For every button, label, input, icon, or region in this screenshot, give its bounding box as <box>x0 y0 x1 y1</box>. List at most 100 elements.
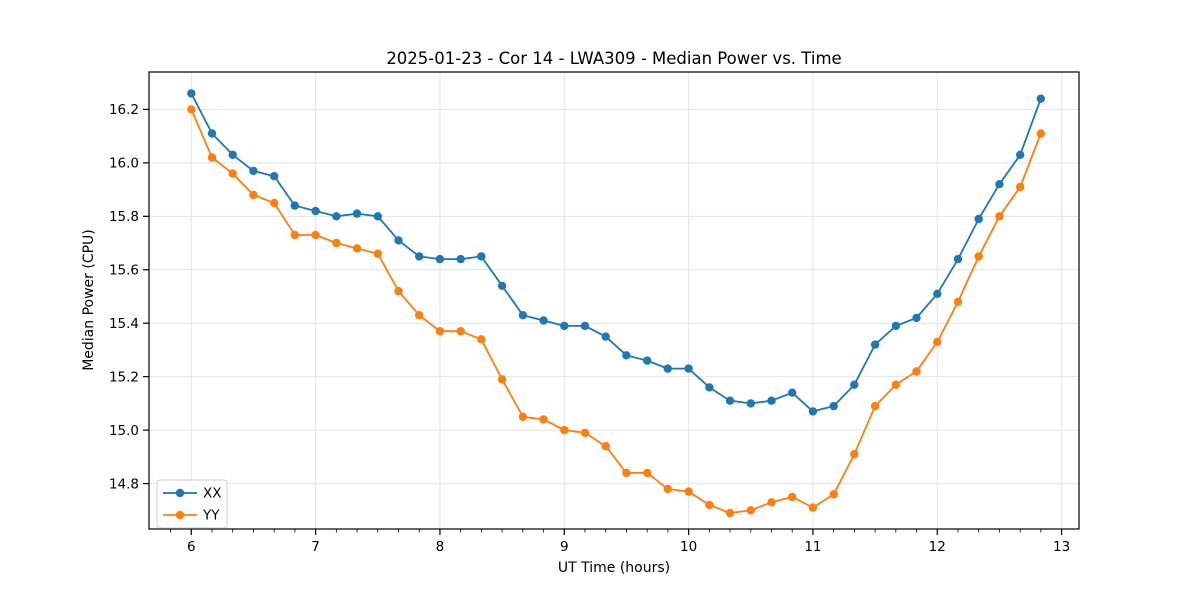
series-yy-marker <box>995 212 1004 221</box>
series-xx-marker <box>850 380 859 389</box>
series-yy-marker <box>767 498 776 507</box>
series-xx-marker <box>870 340 880 349</box>
series-xx-marker <box>394 236 403 245</box>
series-yy-marker <box>643 468 652 478</box>
series-yy-marker <box>912 367 921 376</box>
series-xx-marker <box>270 172 279 181</box>
plot-area: 6 7 8 9 10 11 12 13 14.8 15.0 15.2 15.4 15.6 15.8 16.0… <box>109 71 1080 555</box>
series-yy-line <box>190 109 1042 514</box>
series-yy-marker <box>953 297 963 306</box>
series-xx-marker <box>829 401 838 411</box>
x-tick-label: 12 <box>929 539 946 555</box>
y-tick-label: 16.0 <box>109 156 139 172</box>
series-xx-marker <box>788 388 797 397</box>
legend-label: XX <box>203 486 222 502</box>
series-xx-marker <box>953 254 963 264</box>
series-yy-marker <box>1036 129 1046 138</box>
series-yy-marker <box>477 335 486 344</box>
series-xx-marker <box>663 364 672 373</box>
series-xx-marker <box>580 321 590 331</box>
series-xx-marker <box>767 396 776 405</box>
series-yy-marker <box>601 442 610 451</box>
series-xx-marker <box>373 212 382 221</box>
series-xx-marker <box>477 252 486 261</box>
series-yy-marker <box>560 425 569 435</box>
y-tick-label: 15.2 <box>109 369 139 385</box>
series-yy-marker <box>497 375 507 384</box>
series-yy-marker <box>539 415 548 424</box>
series-yy-marker <box>332 238 341 248</box>
series-xx-marker <box>290 201 299 210</box>
gridlines <box>149 72 1079 529</box>
series-yy-marker <box>788 492 797 502</box>
series-xx-marker <box>912 313 921 323</box>
series-xx-marker <box>705 383 714 392</box>
series-xx-marker <box>207 129 217 138</box>
series-xx-marker <box>974 214 983 224</box>
y-tick-label: 15.4 <box>109 316 139 332</box>
legend-marker-sample <box>175 488 185 498</box>
series-yy-marker <box>850 450 859 459</box>
series-xx-marker <box>933 289 942 298</box>
legend-label: YY <box>202 508 220 524</box>
legend-marker-sample <box>175 510 185 520</box>
series-xx-marker <box>684 364 693 373</box>
series-yy <box>187 105 1046 518</box>
series-xx-marker <box>456 254 465 264</box>
series-xx <box>187 89 1046 416</box>
x-tick-label: 8 <box>436 539 445 555</box>
series-xx-marker <box>746 399 755 408</box>
x-tick-label: 6 <box>187 539 196 555</box>
y-tick-label: 14.8 <box>109 476 139 492</box>
series-yy-marker <box>373 249 382 258</box>
legend-box <box>156 479 228 529</box>
series-yy-marker <box>663 484 672 494</box>
series-yy-marker <box>622 468 631 478</box>
series-xx-marker <box>435 254 445 264</box>
y-tick-label: 15.6 <box>109 263 139 279</box>
y-axis-label: Median Power (CPU) <box>81 229 97 371</box>
series-yy-marker <box>435 327 445 336</box>
x-tick-label: 10 <box>680 539 697 555</box>
series-yy-marker <box>311 230 320 240</box>
series-yy-marker <box>1016 182 1025 192</box>
series-xx-marker <box>601 332 610 341</box>
x-axis-label: UT Time (hours) <box>558 560 670 576</box>
series-yy-marker <box>684 487 693 496</box>
legend-item-xx: XX <box>163 486 222 502</box>
legend: XX YY <box>156 479 228 529</box>
series-yy-marker <box>456 327 465 336</box>
series-xx-marker <box>228 150 237 159</box>
series-yy-marker <box>725 508 735 518</box>
series-yy-marker <box>415 311 424 320</box>
series-xx-marker <box>311 206 320 216</box>
series-yy-marker <box>746 506 755 515</box>
x-tick-label: 7 <box>311 539 320 555</box>
series-xx-marker <box>187 89 196 98</box>
x-tick-label: 13 <box>1053 539 1070 555</box>
series-xx-marker <box>725 396 735 405</box>
series-xx-line <box>190 92 1042 413</box>
series-yy-marker <box>705 500 714 510</box>
series-yy-marker <box>891 380 901 389</box>
legend-item-yy: YY <box>163 508 220 524</box>
series-xx-marker <box>622 351 631 360</box>
series-yy-marker <box>290 230 299 240</box>
series-xx-marker <box>995 180 1004 189</box>
series-xx-marker <box>1016 150 1025 159</box>
series-yy-marker <box>974 252 983 261</box>
series-xx-marker <box>497 281 507 290</box>
series-xx-marker <box>560 321 569 331</box>
series-yy-marker <box>829 490 838 499</box>
series-yy-marker <box>228 169 237 178</box>
y-tick-label: 15.8 <box>109 209 139 225</box>
series-yy-marker <box>270 198 279 208</box>
series-xx-marker <box>539 316 548 325</box>
plot-border <box>148 71 1080 530</box>
series-yy-marker <box>207 153 217 162</box>
series-xx-marker <box>352 209 362 218</box>
series-xx-marker <box>891 321 901 331</box>
x-tick-label: 9 <box>560 539 569 555</box>
